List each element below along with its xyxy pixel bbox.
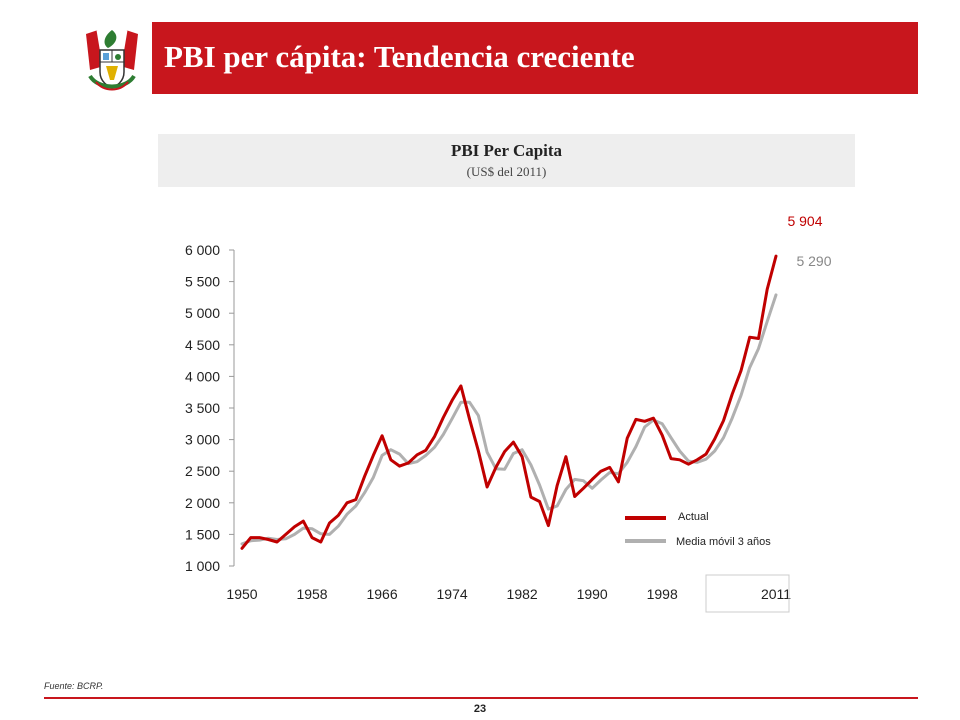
y-tick-label: 3 500 [185, 400, 220, 416]
title-bar: PBI per cápita: Tendencia creciente [152, 22, 918, 94]
x-tick-label: 1966 [366, 586, 397, 602]
series-line-actual [240, 254, 778, 550]
y-tick-label: 3 000 [185, 432, 220, 448]
y-tick-label: 4 000 [185, 368, 220, 384]
y-tick-label: 5 000 [185, 305, 220, 321]
peru-coat-of-arms-icon [86, 29, 138, 91]
y-tick-label: 6 000 [185, 242, 220, 258]
y-tick-label: 5 500 [185, 274, 220, 290]
annotation-actual-last: 5 904 [787, 213, 822, 229]
x-tick-label: 1950 [226, 586, 257, 602]
y-tick-label: 4 500 [185, 337, 220, 353]
x-tick-label: 1958 [296, 586, 327, 602]
footer-divider [44, 697, 918, 699]
chart-subtitle: (US$ del 2011) [466, 164, 547, 179]
x-tick-label: 1998 [647, 586, 678, 602]
x-tick-label: 2011 [761, 586, 791, 602]
x-tick-label: 1974 [437, 586, 468, 602]
source-note: Fuente: BCRP. [44, 681, 104, 691]
chart-header: PBI Per Capita (US$ del 2011) [158, 134, 855, 187]
annotation-average-last: 5 290 [796, 253, 831, 269]
y-tick-label: 1 000 [185, 558, 220, 574]
x-tick-highlight-box [705, 574, 790, 613]
legend-label-actual: Actual [678, 511, 709, 523]
chart-title: PBI Per Capita [450, 141, 563, 160]
legend-label-average: Media móvil 3 años [676, 536, 771, 548]
x-tick-label: 1990 [577, 586, 608, 602]
legend: Actual Media móvil 3 años [625, 511, 771, 548]
slide-title: PBI per cápita: Tendencia creciente [164, 39, 635, 74]
y-tick-label: 2 500 [185, 463, 220, 479]
y-tick-label: 2 000 [185, 495, 220, 511]
y-tick-label: 1 500 [185, 526, 220, 542]
page-number: 23 [473, 703, 487, 715]
series-line-average [240, 293, 778, 546]
x-tick-label: 1982 [507, 586, 538, 602]
